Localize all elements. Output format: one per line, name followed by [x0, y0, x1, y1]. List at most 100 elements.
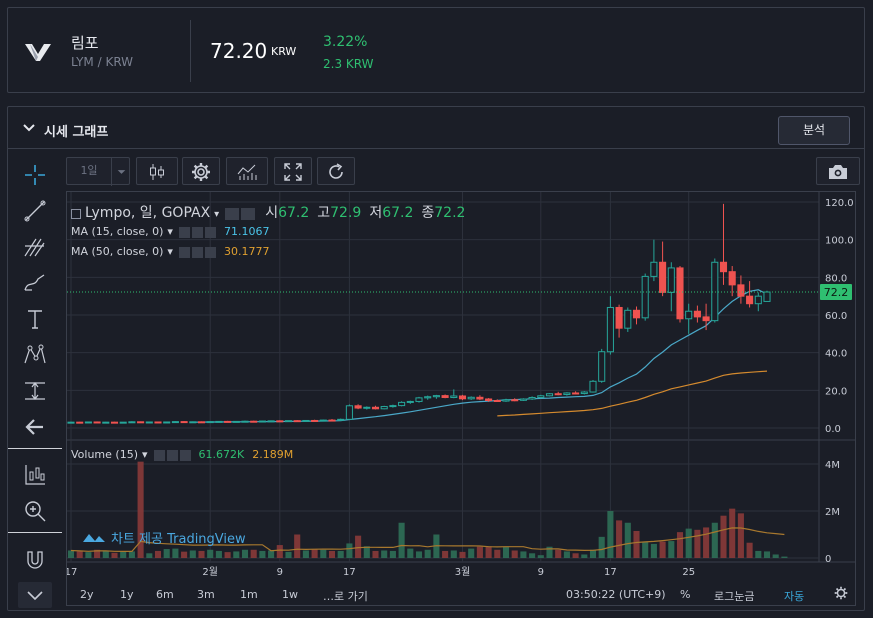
coin-header: 림포 LYM / KRW 72.20 KRW 3.22% 2.3 KRW — [7, 7, 865, 93]
volume-bar — [720, 515, 727, 558]
back-arrow-icon[interactable] — [22, 414, 48, 440]
volume-bar — [120, 551, 127, 558]
indicators-button[interactable] — [226, 157, 268, 185]
dropdown-icon[interactable]: ▾ — [214, 209, 220, 220]
chevron-down-icon[interactable] — [22, 121, 36, 135]
candle-body — [415, 397, 423, 402]
legend-eye-icon[interactable] — [178, 246, 190, 258]
symbol-label[interactable]: Lympo, 일, GOPAX — [85, 205, 211, 221]
measure-icon[interactable] — [22, 378, 48, 404]
range-1m[interactable]: 1m — [240, 588, 258, 601]
candle-body — [528, 396, 536, 400]
legend-close-icon[interactable] — [179, 449, 191, 461]
candlestick-icon — [150, 164, 164, 180]
chart-area[interactable]: 0.0 20.0 40.0 60.0 80.0 100.0 120.0 0 2M 4M 17 2월 9 1… — [65, 191, 856, 606]
x-tick-label: 17 — [67, 567, 77, 578]
refresh-button[interactable] — [317, 157, 355, 185]
gear-icon[interactable] — [834, 586, 848, 603]
y-tick-label: 0.0 — [825, 424, 841, 435]
candle-body — [84, 421, 92, 424]
legend-gear-icon[interactable] — [166, 449, 178, 461]
trendline-icon[interactable] — [22, 198, 48, 224]
fullscreen-icon — [284, 163, 302, 181]
legend-gear-icon[interactable] — [191, 246, 203, 258]
volume-bar — [241, 549, 249, 558]
range-1w[interactable]: 1w — [282, 588, 298, 601]
volume-bar — [781, 556, 788, 558]
volume-bar — [581, 554, 588, 558]
legend-gear-icon[interactable] — [191, 226, 203, 238]
candle-body — [659, 261, 667, 293]
percent-toggle[interactable]: % — [680, 588, 691, 601]
candle-body — [641, 275, 649, 319]
range-3m[interactable]: 3m — [197, 588, 215, 601]
crosshair-icon[interactable] — [22, 162, 48, 188]
range-6m[interactable]: 6m — [156, 588, 174, 601]
auto-scale-toggle[interactable]: 자동 — [784, 590, 805, 603]
candlestick-chart[interactable]: 0.0 20.0 40.0 60.0 80.0 100.0 120.0 0 2M 4M 17 2월 9 1… — [65, 192, 855, 605]
volume-bar — [485, 546, 492, 558]
candle-body — [667, 267, 675, 293]
tradingview-watermark[interactable]: 차트 제공 TradingView — [83, 532, 246, 547]
log-scale-toggle[interactable]: 로그눈금 — [714, 590, 755, 603]
candle-body — [311, 419, 319, 422]
last-price-label: 72.2 — [824, 286, 849, 299]
volume-tick-label: 4M — [825, 460, 840, 471]
candle-body — [424, 396, 432, 399]
low-label: 저 — [369, 205, 383, 221]
candle-body — [606, 306, 614, 353]
volume-bar — [407, 548, 414, 558]
legend-eye-icon[interactable] — [153, 449, 165, 461]
legend-eye-icon[interactable] — [225, 207, 240, 220]
collapse-box-icon[interactable] — [71, 208, 81, 219]
candle-body — [519, 398, 527, 401]
legend-close-icon[interactable] — [204, 246, 216, 258]
candle-body — [737, 284, 745, 297]
chevron-down-icon[interactable] — [111, 158, 131, 186]
ma50-label: MA (50, close, 0) — [71, 245, 164, 258]
legend-gear-icon[interactable] — [241, 207, 256, 220]
volume-bar — [607, 511, 614, 558]
chart-type-icon[interactable] — [22, 462, 48, 488]
chevron-down-icon[interactable] — [18, 582, 52, 608]
dropdown-icon[interactable]: ▾ — [167, 245, 173, 258]
candle-body — [502, 399, 510, 402]
legend-eye-icon[interactable] — [178, 226, 190, 238]
volume-bar — [642, 541, 649, 558]
watermark-text: 차트 제공 TradingView — [111, 532, 246, 547]
volume-bar — [181, 551, 188, 558]
volume-bar — [302, 550, 309, 558]
fullscreen-button[interactable] — [274, 157, 312, 185]
dropdown-icon[interactable]: ▾ — [142, 448, 148, 461]
volume-bar — [737, 513, 744, 558]
candle-body — [493, 400, 501, 403]
analysis-button[interactable]: 분석 — [778, 116, 850, 145]
candle-body — [206, 421, 214, 424]
section-header[interactable]: 시세 그래프 분석 — [8, 107, 864, 149]
header-divider — [190, 20, 191, 82]
screenshot-button[interactable] — [816, 157, 860, 185]
candle-body — [563, 392, 571, 395]
text-icon[interactable] — [22, 306, 48, 332]
candle-body — [258, 420, 266, 423]
range-2y[interactable]: 2y — [80, 588, 94, 601]
indicators-icon — [237, 164, 257, 180]
dropdown-icon[interactable]: ▾ — [167, 225, 173, 238]
candle-body — [232, 420, 240, 423]
fib-icon[interactable] — [22, 234, 48, 260]
settings-button[interactable] — [182, 157, 220, 185]
ma50-value: 30.1777 — [223, 245, 270, 258]
interval-select[interactable]: 1일 — [66, 157, 131, 186]
volume-bar — [772, 554, 779, 558]
candle-body — [267, 420, 275, 423]
goto-date[interactable]: …로 가기 — [323, 590, 368, 603]
brush-icon[interactable] — [22, 270, 48, 296]
pattern-icon[interactable] — [22, 342, 48, 368]
magnet-icon[interactable] — [22, 546, 48, 572]
coin-pair: LYM / KRW — [71, 55, 134, 69]
zoom-icon[interactable] — [22, 498, 48, 524]
range-1y[interactable]: 1y — [120, 588, 134, 601]
volume-bar — [276, 545, 283, 558]
legend-close-icon[interactable] — [204, 226, 216, 238]
candlestick-button[interactable] — [136, 157, 178, 185]
